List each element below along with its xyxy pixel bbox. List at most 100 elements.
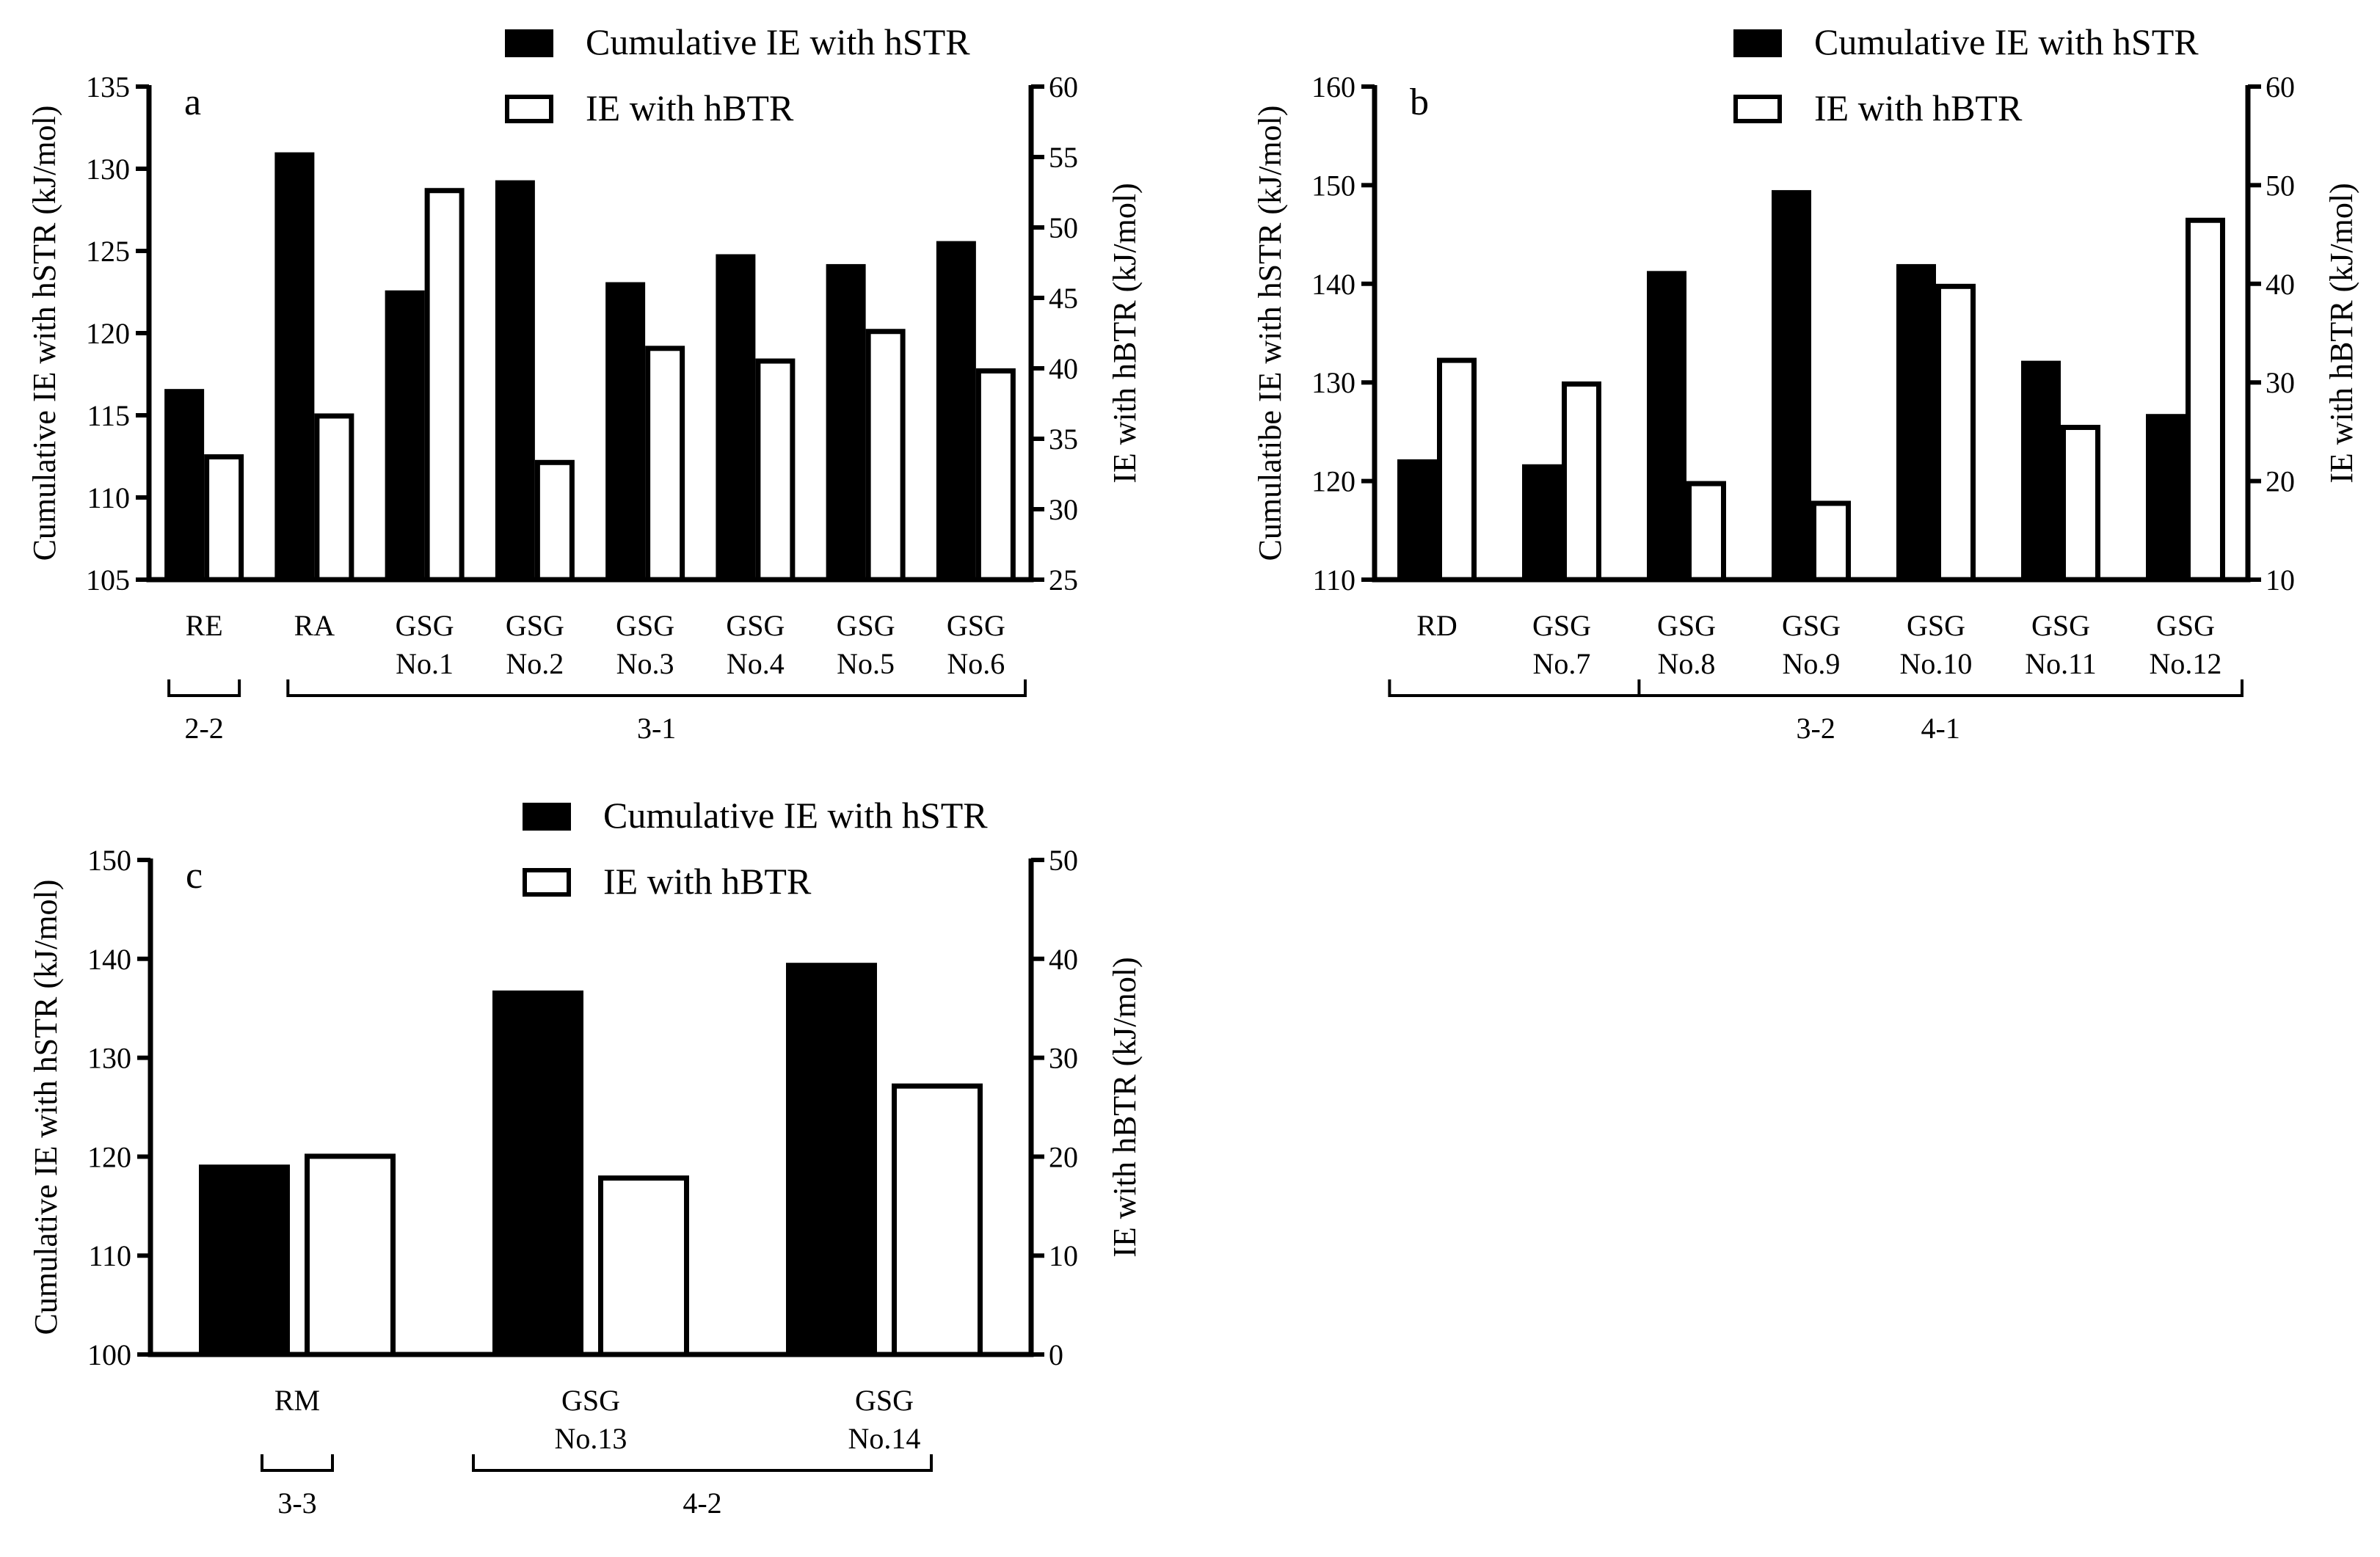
- category-label: GSG: [506, 609, 564, 642]
- legend-label-cumulative: Cumulative IE with hSTR: [1814, 21, 2199, 62]
- category-label: GSG: [726, 609, 785, 642]
- bar-ie-b-5: [2061, 424, 2100, 583]
- bar-ie-a-4: [645, 346, 685, 583]
- bar-ie-c-1: [598, 1175, 689, 1357]
- right-tick-label: 20: [1049, 1140, 1078, 1173]
- left-tick-label: 110: [88, 1239, 131, 1272]
- category-label: RD: [1416, 609, 1458, 642]
- chart-panel-c: 100 110 120 130 140 150 0 10 20 30 40 50 Cumulative …: [28, 795, 1143, 1520]
- category-label: RE: [186, 609, 223, 642]
- bar-cumulative-b-2: [1647, 271, 1686, 580]
- category-label: No.12: [2150, 647, 2222, 680]
- left-tick-label: 135: [86, 70, 130, 103]
- category-label: No.10: [1900, 647, 1973, 680]
- bar-cumulative-b-3: [1772, 190, 1811, 580]
- group-bracket: [167, 679, 241, 697]
- group-label: 3-2: [1797, 712, 1835, 745]
- legend-swatch-cumulative: [505, 29, 553, 57]
- category-label: GSG: [396, 609, 454, 642]
- category-label: No.2: [506, 647, 564, 680]
- left-tick-label: 110: [1312, 564, 1355, 597]
- group-label: 3-1: [637, 712, 676, 745]
- panel-label: c: [186, 855, 203, 897]
- right-tick-label: 30: [1049, 493, 1078, 526]
- left-tick-label: 105: [86, 564, 130, 597]
- category-label: RM: [274, 1384, 320, 1417]
- category-label: GSG: [2156, 609, 2215, 642]
- category-label: GSG: [1907, 609, 1965, 642]
- category-label: No.8: [1658, 647, 1716, 680]
- category-label: GSG: [2031, 609, 2090, 642]
- category-label: GSG: [561, 1384, 620, 1417]
- bar-ie-a-5: [755, 358, 796, 583]
- group-label: 4-1: [1921, 712, 1960, 745]
- right-axis-label: IE with hBTR (kJ/mol): [2323, 183, 2359, 483]
- right-tick-label: 30: [1049, 1042, 1078, 1075]
- category-label: GSG: [1782, 609, 1841, 642]
- right-tick-label: 60: [2266, 70, 2295, 103]
- category-label: No.7: [1533, 647, 1591, 680]
- left-tick-label: 115: [87, 399, 130, 432]
- bar-ie-a-6: [865, 329, 906, 583]
- group-label: 4-2: [683, 1487, 721, 1520]
- category-label: No.9: [1783, 647, 1841, 680]
- right-axis-label: IE with hBTR (kJ/mol): [1107, 957, 1143, 1257]
- group-label: 3-3: [277, 1487, 316, 1520]
- legend-swatch-ie: [1733, 95, 1782, 123]
- legend: Cumulative IE with hSTR IE with hBTR: [523, 795, 988, 902]
- category-label: No.4: [727, 647, 785, 680]
- bar-ie-b-0: [1437, 357, 1477, 583]
- legend-label-ie: IE with hBTR: [603, 861, 812, 902]
- chart-panel-a: 105 110 115 120 125 130 135 25 30 35 40 45 50 55 60 Cum…: [26, 21, 1143, 745]
- bar-cumulative-a-2: [385, 290, 425, 580]
- category-label: RA: [294, 609, 335, 642]
- left-tick-label: 150: [87, 844, 131, 877]
- bar-ie-b-1: [1562, 381, 1601, 583]
- left-axis-label: Cumulatibe IE with hSTR (kJ/mol): [1252, 106, 1288, 561]
- category-label: GSG: [837, 609, 895, 642]
- category-label: GSG: [1657, 609, 1716, 642]
- bar-ie-a-2: [424, 188, 465, 583]
- panel-label: b: [1410, 81, 1429, 123]
- category-label: No.13: [555, 1422, 627, 1455]
- legend: Cumulative IE with hSTR IE with hBTR: [1733, 21, 2199, 128]
- legend-label-ie: IE with hBTR: [586, 87, 794, 128]
- category-label: No.11: [2025, 647, 2096, 680]
- legend-swatch-cumulative: [1733, 29, 1782, 57]
- left-tick-label: 130: [86, 153, 130, 186]
- bar-cumulative-b-1: [1522, 464, 1562, 580]
- right-tick-label: 50: [1049, 211, 1078, 244]
- left-tick-label: 120: [1311, 465, 1355, 498]
- bar-cumulative-a-5: [716, 254, 756, 580]
- legend-swatch-ie: [523, 868, 571, 897]
- bar-cumulative-b-5: [2021, 360, 2061, 580]
- category-label: GSG: [616, 609, 674, 642]
- right-tick-label: 10: [1049, 1239, 1078, 1272]
- left-tick-label: 120: [87, 1140, 131, 1173]
- right-tick-label: 25: [1049, 564, 1078, 597]
- right-tick-label: 50: [2266, 169, 2295, 202]
- bar-ie-b-4: [1936, 283, 1976, 583]
- bar-ie-c-0: [305, 1153, 396, 1357]
- bar-ie-a-7: [975, 368, 1016, 583]
- bar-cumulative-b-0: [1397, 459, 1437, 580]
- right-tick-label: 40: [1049, 943, 1078, 976]
- bar-cumulative-c-2: [786, 963, 877, 1354]
- category-label: GSG: [947, 609, 1005, 642]
- bar-cumulative-a-4: [605, 282, 646, 580]
- left-tick-label: 130: [1311, 366, 1355, 399]
- group-bracket: [1637, 679, 2243, 697]
- bar-cumulative-c-0: [199, 1164, 290, 1354]
- panel-label: a: [184, 81, 201, 123]
- left-tick-label: 125: [86, 235, 130, 268]
- category-label: No.14: [848, 1422, 921, 1455]
- right-tick-label: 45: [1049, 282, 1078, 315]
- bar-cumulative-a-1: [274, 152, 315, 580]
- left-tick-label: 120: [86, 317, 130, 350]
- right-tick-label: 50: [1049, 844, 1078, 877]
- right-tick-label: 55: [1049, 141, 1078, 174]
- legend-label-cumulative: Cumulative IE with hSTR: [603, 795, 988, 836]
- left-tick-label: 100: [87, 1338, 131, 1371]
- category-label: No.3: [616, 647, 674, 680]
- category-label: GSG: [1532, 609, 1591, 642]
